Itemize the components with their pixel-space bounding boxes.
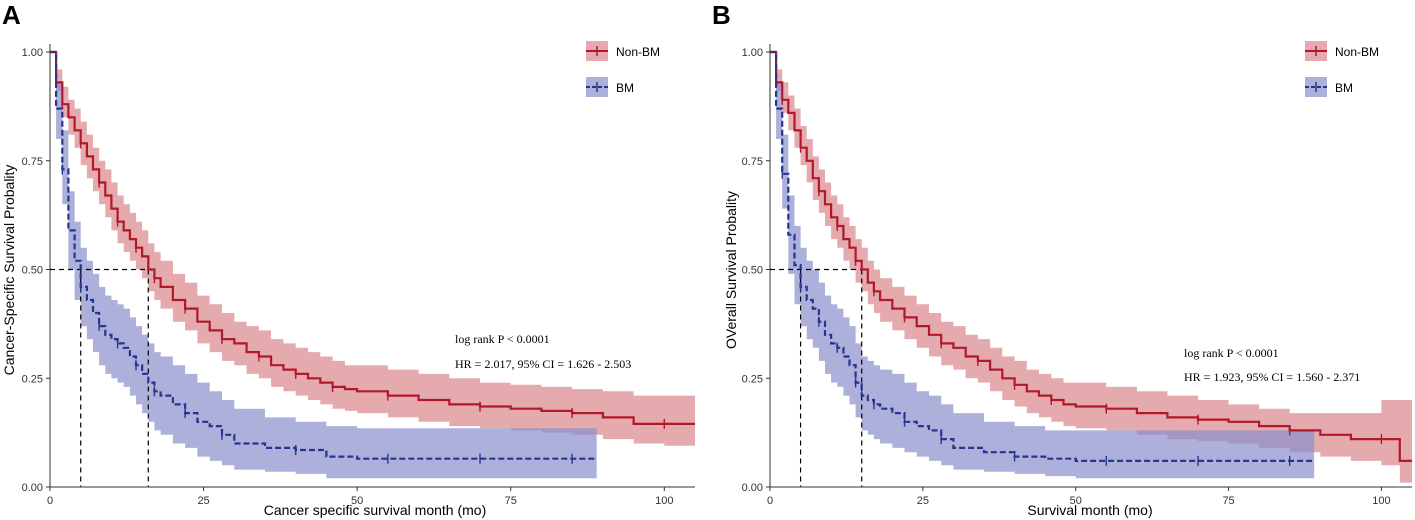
panel-b-y-tick-label: 1.00 xyxy=(742,47,763,59)
panel-a-y-tick-label: 0.75 xyxy=(22,156,43,168)
panel-b-bm-survival-curve xyxy=(770,50,1315,462)
panel-b-logrank-annotation: log rank P < 0.0001 xyxy=(1184,346,1279,360)
panel-b-legend-bm-label: BM xyxy=(1335,81,1353,95)
panel-a-x-axis-title: Cancer specific survival month (mo) xyxy=(264,502,487,518)
panel-a-x-tick-label: 100 xyxy=(655,495,673,507)
panel-a-letter: A xyxy=(2,0,21,30)
panel-a-x-tick-label: 50 xyxy=(351,495,363,507)
panel-a-y-tick-label: 0.00 xyxy=(22,482,43,494)
panel-a-y-axis-title: Cancer-Specific Survival Probality xyxy=(1,165,17,376)
panel-b-legend: Non-BM BM xyxy=(1305,41,1379,97)
panel-a-legend: Non-BM BM xyxy=(586,41,660,97)
panel-a-nonbm-ci-band xyxy=(50,52,695,446)
panel-a-x-tick-label: 25 xyxy=(197,495,209,507)
panel-b-hr-annotation: HR = 1.923, 95% CI = 1.560 - 2.371 xyxy=(1184,370,1360,384)
panel-a-y-tick-label: 0.25 xyxy=(22,373,43,385)
panel-a-legend-nonbm-label: Non-BM xyxy=(616,45,660,59)
panel-b-x-axis-title: Survival month (mo) xyxy=(1027,502,1152,518)
panel-a-hr-annotation: HR = 2.017, 95% CI = 1.626 - 2.503 xyxy=(455,357,631,371)
panel-b-bm-ci-band xyxy=(770,52,1315,479)
panel-b-y-tick-label: 0.50 xyxy=(742,265,763,277)
panel-b-x-tick-label: 50 xyxy=(1070,495,1082,507)
panel-b-x-tick-label: 100 xyxy=(1372,495,1390,507)
panel-b-y-tick-label: 0.75 xyxy=(742,156,763,168)
panel-a-nonbm-survival-curve xyxy=(50,50,695,425)
panel-a-bm-ci-band xyxy=(50,52,597,479)
panel-b-legend-nonbm-label: Non-BM xyxy=(1335,45,1379,59)
panel-a-plot: 0.00 0.25 0.50 0.75 1.00 0 25 50 75 100 xyxy=(22,44,695,507)
panel-a: A 0.00 0.25 0.50 0.75 1.00 0 25 50 75 100 Non-BM … xyxy=(1,0,695,518)
panel-a-y-tick-label: 1.00 xyxy=(22,47,43,59)
panel-a-y-tick-label: 0.50 xyxy=(22,265,43,277)
panel-b-x-tick-label: 25 xyxy=(917,495,929,507)
panel-a-logrank-annotation: log rank P < 0.0001 xyxy=(455,332,550,346)
panel-b-letter: B xyxy=(712,0,731,30)
panel-b-x-tick-label: 75 xyxy=(1222,495,1234,507)
panel-b-x-tick-label: 0 xyxy=(767,495,773,507)
panel-b-y-tick-label: 0.00 xyxy=(742,482,763,494)
panel-b: B 0.00 0.25 0.50 0.75 1.00 0 25 50 75 100 Non-BM … xyxy=(712,0,1412,518)
panel-b-y-tick-label: 0.25 xyxy=(742,373,763,385)
panel-b-nonbm-ci-band xyxy=(770,52,1412,483)
panel-b-plot: 0.00 0.25 0.50 0.75 1.00 0 25 50 75 100 xyxy=(742,44,1412,507)
panel-a-x-tick-label: 0 xyxy=(47,495,53,507)
panel-a-x-tick-label: 75 xyxy=(505,495,517,507)
panel-b-y-axis-title: OVerall Survival Probality xyxy=(723,191,739,349)
panel-a-bm-survival-curve xyxy=(50,50,597,460)
panel-a-legend-bm-label: BM xyxy=(616,81,634,95)
